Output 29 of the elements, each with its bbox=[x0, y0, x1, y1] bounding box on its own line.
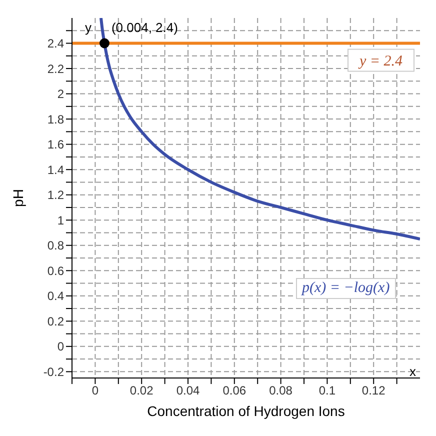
x-tick-label: 0.04 bbox=[176, 384, 200, 398]
x-tick-label: 0 bbox=[92, 384, 99, 398]
y-tick-label: 0 bbox=[57, 340, 64, 354]
y-tick-label: -0.2 bbox=[43, 364, 64, 379]
ref-line-label: y = 2.4 bbox=[357, 53, 404, 70]
y-tick-label: 1.8 bbox=[47, 112, 64, 126]
y-axis-title: pH bbox=[10, 189, 26, 207]
x-tick-label: 0.12 bbox=[362, 384, 386, 398]
x-tick-label: 0.06 bbox=[222, 384, 246, 398]
y-tick-label: 1.6 bbox=[47, 138, 64, 152]
y-tick-label: 1.2 bbox=[47, 188, 64, 202]
y-tick-label: 2.4 bbox=[47, 36, 64, 51]
y-tick-label: 2.2 bbox=[47, 62, 64, 76]
x-axis-title: Concentration of Hydrogen Ions bbox=[147, 403, 345, 419]
x-tick-label: 0.08 bbox=[269, 384, 293, 398]
y-tick-label: 0.6 bbox=[47, 264, 64, 278]
x-tick-label: 0.02 bbox=[130, 384, 154, 398]
y-tick-label: 1.4 bbox=[47, 162, 64, 177]
line-series bbox=[100, 18, 420, 241]
y-tick-label: 0.8 bbox=[47, 238, 64, 253]
y-tick-label: 0.2 bbox=[47, 314, 64, 328]
y-tick-label: 1 bbox=[57, 213, 64, 228]
y-tick-label: 0.4 bbox=[47, 289, 64, 304]
annotation: x bbox=[410, 364, 416, 379]
annotation: y bbox=[85, 20, 92, 35]
annotation: (0.004, 2.4) bbox=[111, 20, 178, 35]
x-tick-label: 0.1 bbox=[318, 384, 336, 398]
y-tick-label: 2 bbox=[57, 87, 64, 102]
text: p(x) = −log(x) bbox=[296, 278, 396, 299]
